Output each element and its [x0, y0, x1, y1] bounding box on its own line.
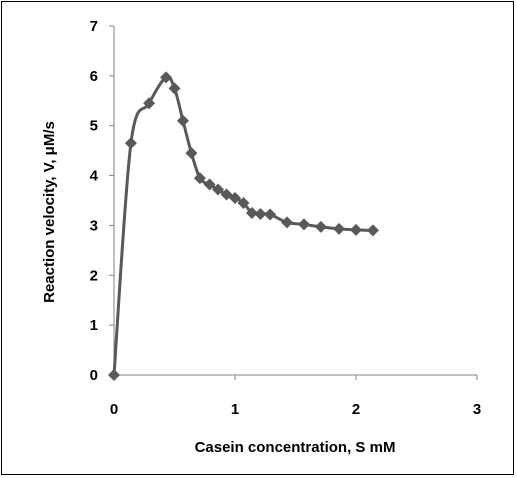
x-tick-label: 1 — [231, 401, 239, 418]
x-tick-label: 2 — [352, 401, 360, 418]
data-point — [229, 192, 241, 205]
data-point — [193, 172, 206, 185]
data-point — [264, 208, 277, 221]
data-point — [108, 369, 120, 381]
data-point — [254, 207, 267, 220]
y-tick-label: 4 — [90, 168, 99, 185]
x-tick-label: 0 — [110, 401, 118, 418]
data-point — [168, 82, 181, 95]
x-axis-title: Casein concentration, S mM — [195, 439, 396, 456]
data-point — [245, 206, 258, 219]
y-tick-label: 5 — [90, 118, 98, 135]
data-point — [350, 223, 362, 236]
data-point — [297, 218, 310, 231]
y-tick-label: 2 — [90, 267, 98, 284]
y-tick-label: 7 — [90, 18, 98, 35]
y-tick-label: 3 — [90, 217, 98, 234]
data-point — [176, 114, 189, 127]
y-tick-label: 0 — [90, 367, 98, 384]
data-point — [212, 183, 225, 196]
y-tick-label: 6 — [90, 68, 98, 85]
data-point — [143, 97, 156, 110]
series-line — [112, 75, 373, 376]
data-point — [185, 147, 198, 160]
data-point — [281, 216, 294, 229]
data-point — [237, 196, 250, 209]
y-axis-title: Reaction velocity, V, μM/s — [41, 121, 58, 303]
data-point — [314, 220, 327, 233]
data-point — [366, 224, 379, 237]
data-point — [124, 137, 137, 150]
series-layer — [108, 71, 379, 381]
data-point — [203, 178, 216, 191]
data-point — [333, 222, 346, 235]
x-tick-label: 3 — [473, 401, 481, 418]
data-point — [160, 71, 173, 84]
y-tick-label: 1 — [90, 317, 98, 334]
tick-marks — [109, 25, 478, 380]
axes — [113, 26, 477, 376]
tick-labels: 0 1 2 3 4 5 6 7 0 1 2 3 — [90, 18, 482, 418]
